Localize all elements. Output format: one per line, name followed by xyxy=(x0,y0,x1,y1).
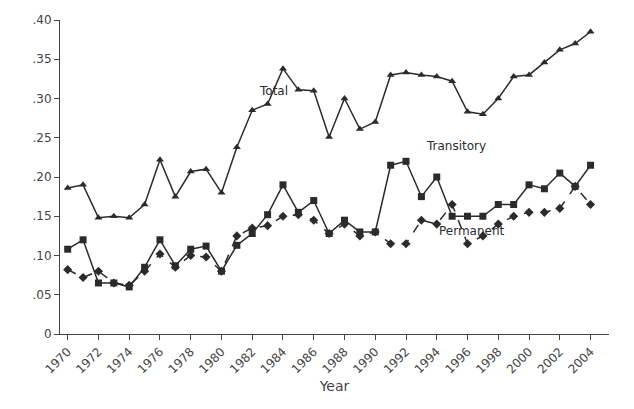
svg-text:1976: 1976 xyxy=(135,345,166,376)
svg-text:1992: 1992 xyxy=(381,345,412,376)
svg-text:.10: .10 xyxy=(33,249,52,263)
svg-text:1978: 1978 xyxy=(166,345,197,376)
svg-text:Permanent: Permanent xyxy=(439,224,505,238)
svg-text:Year: Year xyxy=(319,378,350,394)
svg-text:.20: .20 xyxy=(33,170,52,184)
svg-text:.15: .15 xyxy=(33,209,52,223)
svg-text:Transitory: Transitory xyxy=(426,139,486,153)
svg-text:1982: 1982 xyxy=(227,345,258,376)
svg-text:1974: 1974 xyxy=(104,345,135,376)
svg-text:2002: 2002 xyxy=(535,345,566,376)
svg-text:.30: .30 xyxy=(33,92,52,106)
svg-text:.25: .25 xyxy=(33,131,52,145)
svg-text:1986: 1986 xyxy=(289,345,320,376)
svg-text:0: 0 xyxy=(44,327,52,341)
svg-text:.05: .05 xyxy=(33,288,52,302)
svg-text:2000: 2000 xyxy=(504,345,535,376)
svg-text:.40: .40 xyxy=(33,13,52,27)
svg-text:2004: 2004 xyxy=(565,345,596,376)
svg-text:1990: 1990 xyxy=(350,345,381,376)
svg-text:Total: Total xyxy=(259,84,288,98)
svg-text:1988: 1988 xyxy=(319,345,350,376)
svg-text:1984: 1984 xyxy=(258,345,289,376)
svg-text:1996: 1996 xyxy=(442,345,473,376)
svg-text:1994: 1994 xyxy=(412,345,443,376)
svg-text:1998: 1998 xyxy=(473,345,504,376)
svg-text:1970: 1970 xyxy=(43,345,74,376)
svg-text:.35: .35 xyxy=(33,52,52,66)
svg-text:1980: 1980 xyxy=(196,345,227,376)
svg-text:1972: 1972 xyxy=(73,345,104,376)
